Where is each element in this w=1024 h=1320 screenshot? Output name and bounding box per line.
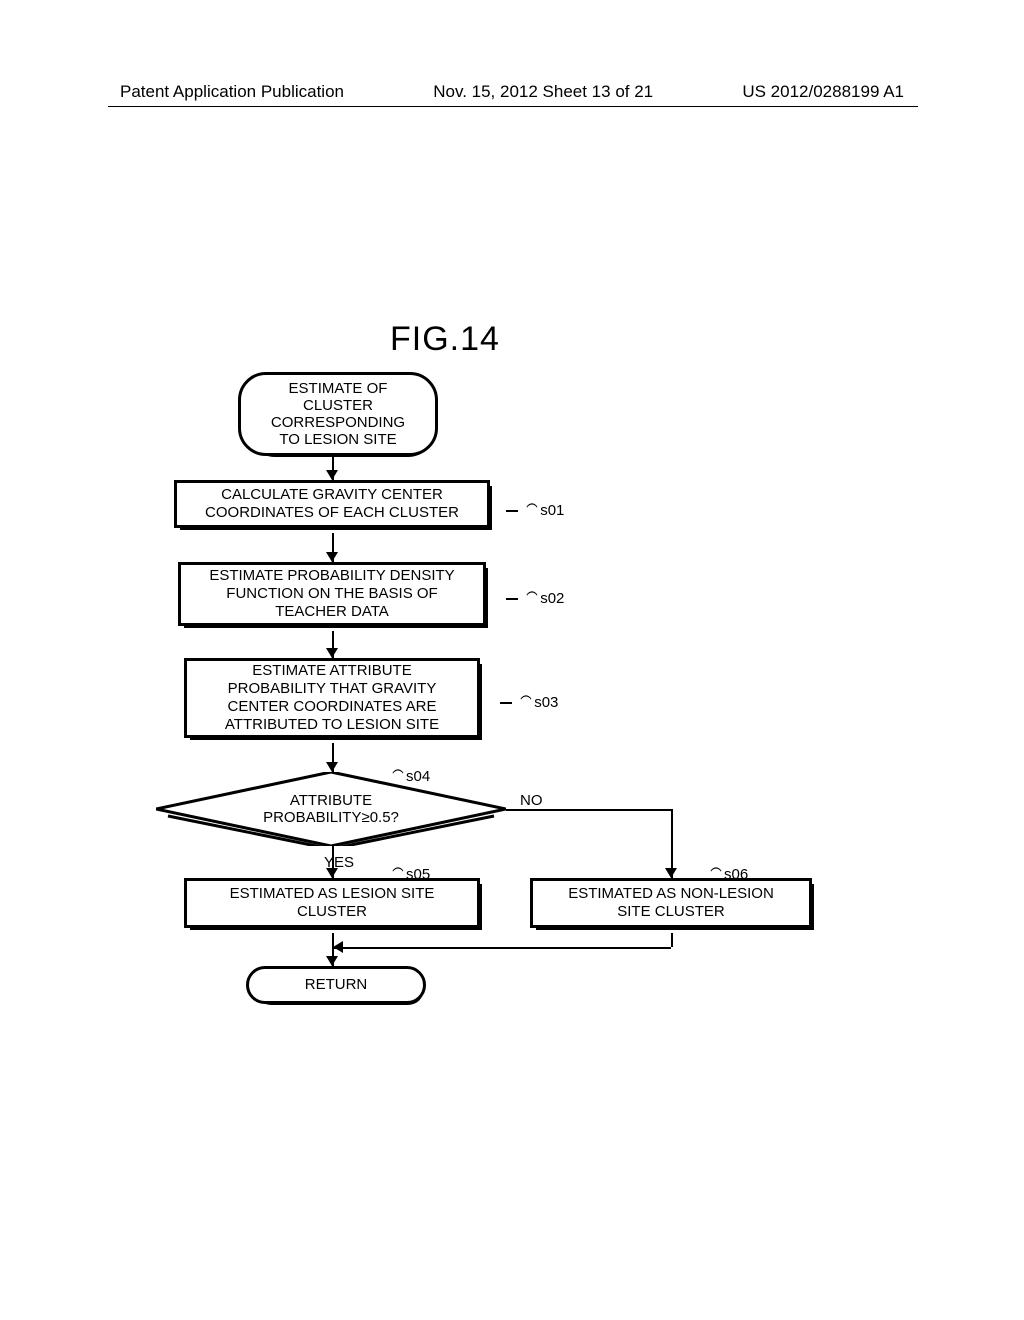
step-label-s05-text: s05: [406, 866, 430, 883]
step-label-s03-text: s03: [534, 694, 558, 711]
header-center: Nov. 15, 2012 Sheet 13 of 21: [433, 82, 653, 102]
step-label-s05: ⌒s05: [390, 860, 430, 884]
step-label-s01-text: s01: [540, 502, 564, 519]
process-s05-text: ESTIMATED AS LESION SITE CLUSTER: [230, 885, 435, 921]
step-label-s03: ⌒s03: [500, 688, 558, 712]
step-label-s02: ⌒s02: [506, 584, 564, 608]
header-left: Patent Application Publication: [120, 82, 344, 102]
process-s03: ESTIMATE ATTRIBUTE PROBABILITY THAT GRAV…: [184, 658, 480, 738]
terminator-return: RETURN: [246, 966, 426, 1004]
process-s06: ESTIMATED AS NON-LESION SITE CLUSTER: [530, 878, 812, 928]
page-header: Patent Application Publication Nov. 15, …: [0, 82, 1024, 102]
terminator-return-text: RETURN: [305, 976, 368, 993]
edge-label-no: NO: [520, 792, 543, 809]
process-s02: ESTIMATE PROBABILITY DENSITY FUNCTION ON…: [178, 562, 486, 626]
header-rule: [108, 106, 918, 107]
figure-title: FIG.14: [390, 320, 500, 359]
decision-s04: ATTRIBUTE PROBABILITY≥0.5?: [156, 772, 506, 846]
step-label-s04: ⌒s04: [390, 762, 430, 786]
header-right: US 2012/0288199 A1: [742, 82, 904, 102]
process-s02-text: ESTIMATE PROBABILITY DENSITY FUNCTION ON…: [209, 567, 454, 621]
terminator-start-text: ESTIMATE OF CLUSTER CORRESPONDING TO LES…: [271, 380, 405, 449]
process-s03-text: ESTIMATE ATTRIBUTE PROBABILITY THAT GRAV…: [225, 662, 439, 734]
decision-s04-text: ATTRIBUTE PROBABILITY≥0.5?: [156, 772, 506, 846]
step-label-s06: ⌒s06: [708, 860, 748, 884]
step-label-s02-text: s02: [540, 590, 564, 607]
process-s05: ESTIMATED AS LESION SITE CLUSTER: [184, 878, 480, 928]
step-label-s06-text: s06: [724, 866, 748, 883]
process-s01: CALCULATE GRAVITY CENTER COORDINATES OF …: [174, 480, 490, 528]
process-s01-text: CALCULATE GRAVITY CENTER COORDINATES OF …: [205, 486, 459, 522]
step-label-s01: ⌒s01: [506, 496, 564, 520]
terminator-start: ESTIMATE OF CLUSTER CORRESPONDING TO LES…: [238, 372, 438, 456]
process-s06-text: ESTIMATED AS NON-LESION SITE CLUSTER: [568, 885, 774, 921]
step-label-s04-text: s04: [406, 768, 430, 785]
